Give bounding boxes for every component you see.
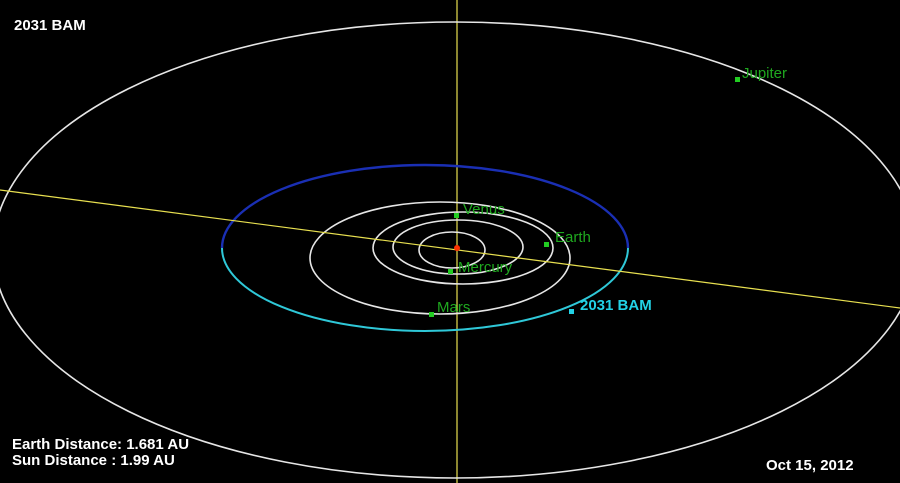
asteroid-orbit-far-arc — [220, 163, 630, 249]
sun-marker — [454, 245, 460, 251]
earth-marker — [544, 242, 549, 247]
mars-orbit — [309, 201, 571, 315]
jupiter-label: Jupiter — [742, 65, 787, 82]
view-date: Oct 15, 2012 — [766, 457, 854, 474]
object-title: 2031 BAM — [14, 17, 86, 34]
earth-distance-readout: Earth Distance: 1.681 AU — [12, 437, 189, 453]
venus-label: Venus — [463, 201, 505, 218]
ecliptic-axis-line — [0, 189, 900, 309]
jupiter-marker — [735, 77, 740, 82]
sun-distance-readout: Sun Distance : 1.99 AU — [12, 453, 175, 469]
asteroid-marker — [569, 309, 574, 314]
asteroid-label: 2031 BAM — [580, 297, 652, 314]
venus-orbit — [392, 219, 524, 275]
mercury-label: Mercury — [458, 259, 513, 276]
mars-marker — [429, 312, 434, 317]
sun-distance-label: Sun Distance — [12, 452, 108, 469]
mars-label: Mars — [437, 299, 470, 316]
venus-marker — [454, 213, 459, 218]
jupiter-orbit — [0, 21, 900, 479]
earth-distance-label: Earth Distance — [12, 436, 118, 453]
earth-distance-value: : 1.681 AU — [117, 436, 190, 453]
mercury-marker — [448, 269, 453, 274]
mercury-orbit — [418, 231, 486, 269]
earth-orbit — [372, 211, 554, 285]
sun-distance-value: : 1.99 AU — [107, 452, 175, 469]
asteroid-orbit-near-arc — [221, 247, 629, 332]
earth-label: Earth — [555, 229, 591, 246]
